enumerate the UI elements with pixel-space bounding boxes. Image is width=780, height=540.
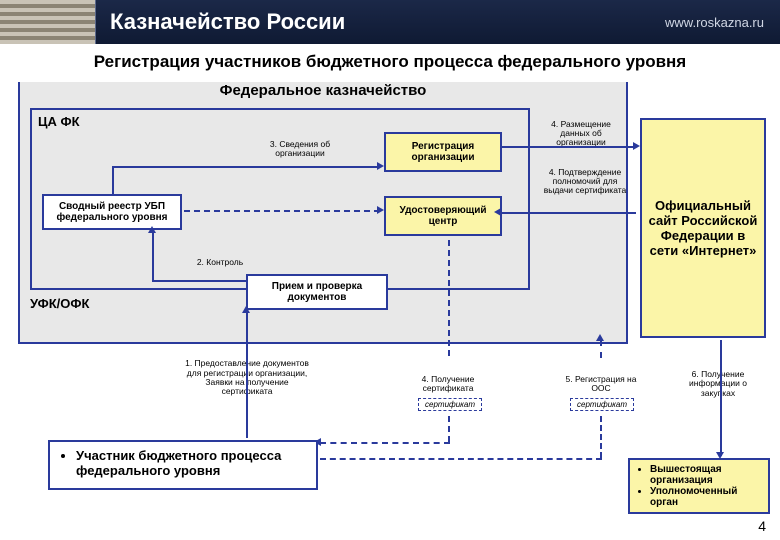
arrow-dash [320, 458, 602, 460]
arrow-dash [600, 416, 602, 458]
arrow-head [377, 206, 384, 214]
arrow-dash [448, 240, 450, 356]
arrow-dash [184, 210, 380, 212]
slide-number: 4 [758, 518, 766, 534]
edge-label-6: 6. Получение информации о закупках [670, 358, 766, 410]
node-yellow-list: Вышестоящая организация Уполномоченный о… [628, 458, 770, 514]
arrow-head [148, 226, 156, 233]
participant-label: Участник бюджетного процесса федеральног… [76, 448, 306, 478]
main-title: Регистрация участников бюджетного процес… [0, 52, 780, 72]
treasury-title: Федеральное казначейство [20, 82, 626, 99]
arrow-dash [448, 416, 450, 442]
node-official-site: Официальный сайт Российской Федерации в … [640, 118, 766, 338]
header: Казначейство России www.roskazna.ru [0, 0, 780, 44]
node-svodny-reestr: Сводный реестр УБП федерального уровня [42, 194, 182, 230]
arrow-head [633, 142, 640, 150]
cert-tag-2: сертификат [570, 398, 634, 411]
edge-label-3: 3. Сведения об организации [260, 140, 340, 158]
arrow [720, 340, 722, 456]
yellow-list-item-2: Уполномоченный орган [650, 486, 764, 508]
arrow [112, 168, 114, 194]
arrow [152, 232, 154, 282]
cert-tag-1: сертификат [418, 398, 482, 411]
edge-label-4a: 4. Размещение данных об организации [542, 120, 620, 147]
arrow-head [494, 208, 501, 216]
ca-fk-box: ЦА ФК Сводный реестр УБП федерального ур… [30, 108, 530, 290]
header-logo-image [0, 0, 96, 44]
edge-label-2: 2. Контроль [190, 258, 250, 267]
edge-label-4b: 4. Подтверждение полномочий для выдачи с… [542, 168, 628, 195]
arrow-head [242, 306, 250, 313]
arrow-dash [600, 340, 602, 358]
node-priem: Прием и проверка документов [246, 274, 388, 310]
arrow-head [596, 334, 604, 341]
yellow-list-item-1: Вышестоящая организация [650, 464, 764, 486]
header-title: Казначейство России [110, 9, 665, 35]
arrow [246, 312, 248, 438]
arrow [500, 212, 636, 214]
ufk-label: УФК/ОФК [30, 296, 89, 311]
node-registration-org: Регистрация организации [384, 132, 502, 172]
arrow-dash [320, 442, 450, 444]
node-participant: Участник бюджетного процесса федеральног… [48, 440, 318, 490]
arrow [152, 280, 248, 282]
arrow [112, 166, 380, 168]
header-url: www.roskazna.ru [665, 15, 764, 30]
node-ud-center: Удостоверяющий центр [384, 196, 502, 236]
ca-fk-label: ЦА ФК [38, 114, 80, 129]
arrow-head [377, 162, 384, 170]
arrow [500, 146, 636, 148]
